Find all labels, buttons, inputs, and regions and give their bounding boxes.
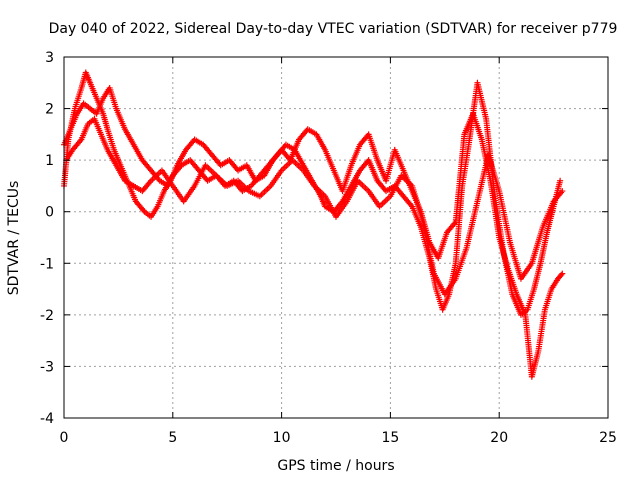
series-track-a: [61, 69, 564, 318]
x-tick-label: 20: [490, 430, 508, 446]
y-axis-label: SDTVAR / TECUs: [6, 181, 22, 296]
data-point-marker: [559, 188, 566, 195]
data-points: [61, 69, 566, 380]
x-axis-ticks: 0 5 10 15 20 25: [60, 57, 617, 446]
y-tick-label: 2: [45, 102, 54, 118]
y-tick-label: -4: [40, 411, 54, 427]
plot-frame: [63, 56, 609, 419]
y-tick-label: -2: [40, 308, 54, 324]
chart-title: Day 040 of 2022, Sidereal Day-to-day VTE…: [49, 21, 618, 37]
series-track-c: [63, 115, 566, 298]
x-tick-label: 0: [60, 430, 69, 446]
y-tick-label: 0: [45, 205, 54, 221]
y-tick-label: -3: [40, 359, 54, 375]
y-tick-label: 1: [45, 153, 54, 169]
data-point-marker: [559, 270, 566, 277]
x-axis-label: GPS time / hours: [277, 458, 394, 474]
x-tick-label: 10: [273, 430, 291, 446]
data-point-marker: [557, 177, 564, 184]
series-track-b: [61, 84, 566, 380]
data-point-marker: [558, 271, 565, 278]
x-tick-label: 5: [168, 430, 177, 446]
x-tick-label: 25: [599, 430, 617, 446]
y-tick-label: 3: [45, 50, 54, 66]
y-axis-ticks: -4 -3 -2 -1 0 1 2 3: [40, 50, 608, 427]
y-tick-label: -1: [40, 256, 54, 272]
x-tick-label: 15: [381, 430, 399, 446]
grid-lines: [64, 57, 608, 418]
